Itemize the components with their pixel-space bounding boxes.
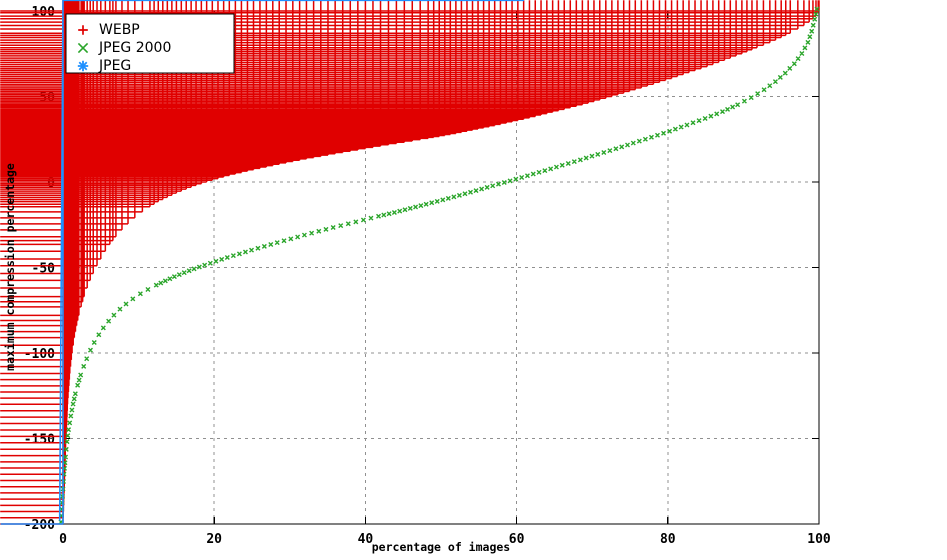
legend-label-webp: WEBP [99, 22, 140, 38]
legend-label-jpeg: JPEG [98, 58, 131, 74]
x-tick-label: 100 [807, 532, 831, 547]
y-tick-label: -200 [24, 518, 55, 533]
data-series-jpeg [0, 0, 525, 525]
y-axis-label: maximum compression percentage [3, 163, 17, 371]
data-series-layer [0, 0, 820, 525]
legend-marker-jpeg [77, 60, 89, 72]
chart-legend: WEBP JPEG 2000 JPEG [65, 13, 235, 74]
series-markers [58, 6, 820, 525]
y-tick-label: -150 [24, 433, 55, 448]
data-series-jpeg-2000 [58, 6, 820, 525]
y-tick-label: -50 [32, 262, 56, 277]
x-axis-label: percentage of images [372, 540, 510, 554]
legend-marker-webp [78, 25, 88, 35]
legend-box [65, 13, 235, 74]
x-tick-label: 0 [59, 532, 67, 547]
x-tick-label: 20 [206, 532, 222, 547]
legend-label-jpeg-2000: JPEG 2000 [98, 40, 171, 56]
x-tick-label: 60 [509, 532, 525, 547]
series-markers [0, 0, 525, 525]
x-tick-label: 40 [358, 532, 374, 547]
y-tick-label: -100 [24, 347, 55, 362]
legend-marker-jpeg-2000 [77, 42, 89, 54]
x-tick-label: 80 [660, 532, 676, 547]
